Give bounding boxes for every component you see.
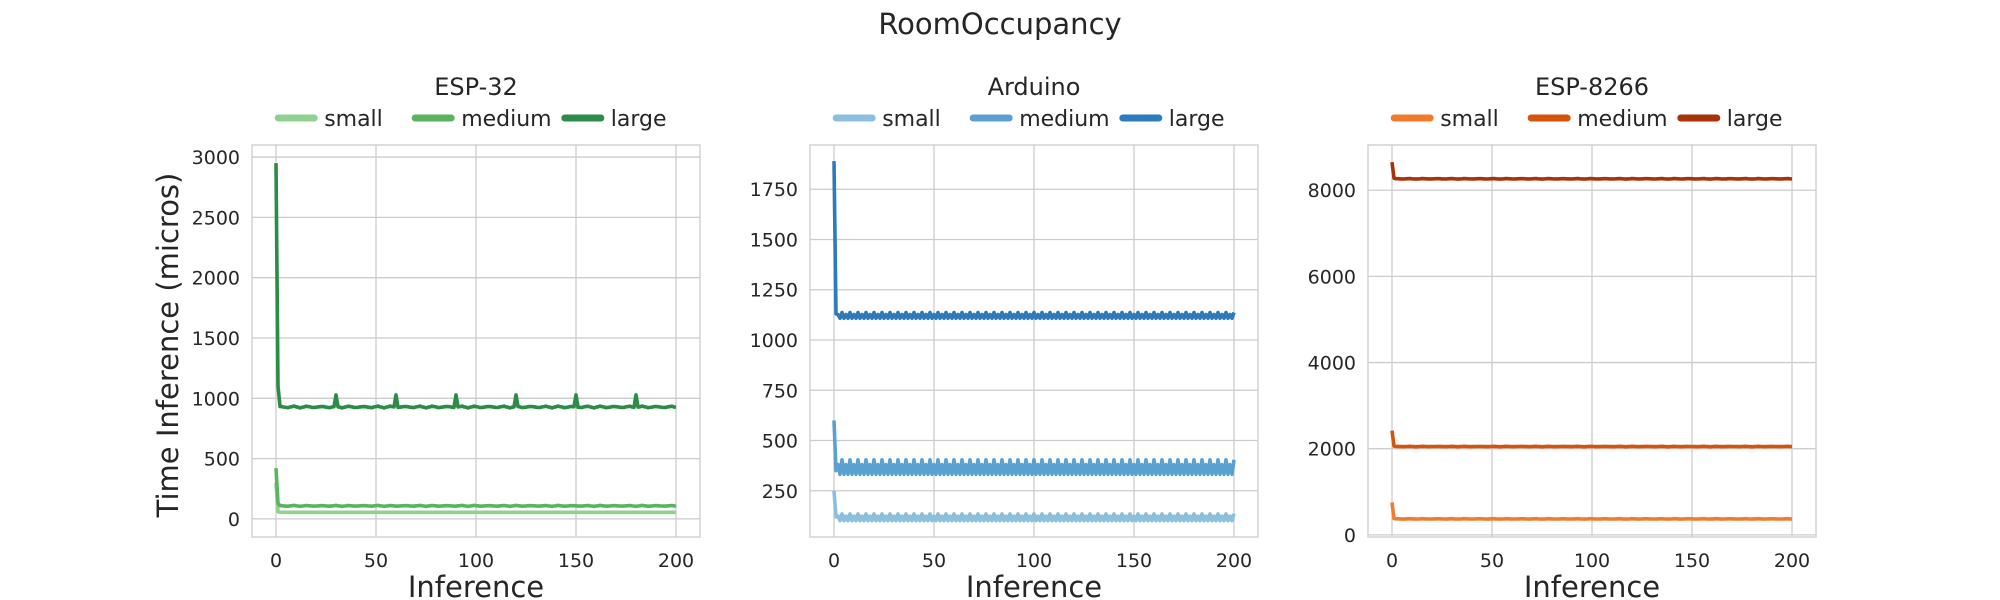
y-tick-label: 1500 [750,229,798,251]
x-tick-label: 0 [828,550,840,572]
chart-panel-2: 0 50 100 150 200 250 500 750 1000 1250 1500 1750 Inf… [750,73,1259,600]
legend-label: medium [461,107,551,132]
figure-y-axis-label: Time Inference (micros) [151,173,185,519]
legend-label: large [1169,107,1225,132]
panel-title: Arduino [988,73,1081,101]
y-tick-label: 1250 [750,280,798,302]
legend-item-small: small [274,107,383,132]
y-tick-label: 1000 [750,330,798,352]
legend-item-small: small [832,107,941,132]
x-tick-label: 200 [1216,550,1252,572]
y-tick-label: 1000 [192,388,240,410]
series-line-large [832,161,1236,321]
y-tick-label: 4000 [1308,353,1356,375]
x-tick-label: 100 [1016,550,1052,572]
figure-suptitle: RoomOccupancy [878,7,1121,41]
x-tick-label: 200 [658,550,694,572]
legend-label: medium [1019,107,1109,132]
x-tick-label: 150 [1116,550,1152,572]
panel-title: ESP-8266 [1535,73,1649,101]
y-tick-label: 250 [762,481,798,503]
series-line-small [274,482,676,515]
x-tick-label: 50 [922,550,946,572]
legend: small medium large [832,107,1225,132]
legend: small medium large [1390,107,1783,132]
legend-label: small [882,107,941,132]
chart-panels: 0 50 100 150 200050010001500200025003000Infe… [192,73,1817,600]
y-tick-label: 6000 [1308,266,1356,288]
series-line-large [1390,161,1793,181]
plot-frame [251,144,701,538]
x-tick-label: 50 [364,550,388,572]
y-tick-label: 2000 [192,268,240,290]
legend-item-medium: medium [1527,107,1668,132]
legend: small medium large [274,107,667,132]
series-line-medium [1390,430,1793,449]
x-tick-label: 150 [1674,550,1710,572]
legend-item-large: large [1677,107,1783,132]
x-axis-label: Inference [966,570,1102,600]
plot-frame [809,144,1259,538]
y-tick-label: 3000 [192,147,240,169]
y-tick-label: 2000 [1308,439,1356,461]
legend-label: medium [1577,107,1667,132]
series-line-small [1390,502,1793,521]
chart-panel-3: 0 50 100 150 20002000400060008000InferenceES… [1308,73,1817,600]
y-tick-label: 1750 [750,179,798,201]
legend-label: large [611,107,667,132]
x-tick-label: 0 [1386,550,1398,572]
x-tick-label: 50 [1480,550,1504,572]
series-line-large [274,163,677,410]
y-tick-label: 1500 [192,328,240,350]
x-axis-label: Inference [408,570,544,600]
y-tick-label: 8000 [1308,180,1356,202]
plot-frame [1367,144,1817,538]
series-line-small [832,490,1236,523]
legend-item-large: large [1119,107,1225,132]
legend-item-small: small [1390,107,1499,132]
legend-label: large [1727,107,1783,132]
y-tick-label: 0 [228,509,240,531]
y-tick-label: 2500 [192,207,240,229]
chart-panel-1: 0 50 100 150 200050010001500200025003000Infe… [192,73,701,600]
y-tick-label: 500 [204,449,240,471]
x-axis-label: Inference [1524,570,1660,600]
series-line-medium [832,420,1236,477]
series-line-medium [274,468,677,509]
legend-label: small [324,107,383,132]
x-tick-label: 0 [270,550,282,572]
x-tick-label: 100 [458,550,494,572]
legend-item-large: large [561,107,667,132]
x-tick-label: 150 [558,550,594,572]
y-tick-label: 750 [762,380,798,402]
legend-item-medium: medium [411,107,552,132]
legend-item-medium: medium [969,107,1110,132]
x-tick-label: 100 [1574,550,1610,572]
legend-label: small [1440,107,1499,132]
panel-title: ESP-32 [434,73,518,101]
x-tick-label: 200 [1774,550,1810,572]
y-tick-label: 500 [762,431,798,453]
y-tick-label: 0 [1344,525,1356,547]
